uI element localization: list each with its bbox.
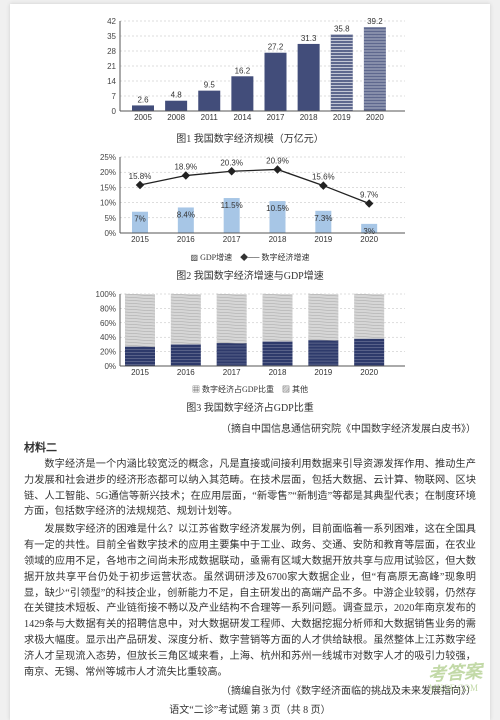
svg-text:2011: 2011 <box>201 113 219 122</box>
svg-text:42: 42 <box>107 17 116 26</box>
svg-text:31.3: 31.3 <box>301 34 317 43</box>
svg-text:20.9%: 20.9% <box>266 156 289 165</box>
svg-text:20%: 20% <box>100 168 116 177</box>
chart3-legend-a: ▦ 数字经济占GDP比重 <box>192 385 274 394</box>
svg-text:14: 14 <box>107 77 116 86</box>
svg-text:2016: 2016 <box>177 235 195 244</box>
svg-text:35: 35 <box>107 32 116 41</box>
svg-text:7.3%: 7.3% <box>314 214 332 223</box>
chart1-caption: 图1 我国数字经济规模（万亿元） <box>24 130 476 145</box>
svg-text:60%: 60% <box>100 319 116 328</box>
svg-text:9.5: 9.5 <box>204 81 216 90</box>
chart3-source: （摘自中国信息通信研究院《中国数字经济发展白皮书》） <box>24 420 476 435</box>
svg-text:2008: 2008 <box>167 113 185 122</box>
svg-text:11.5%: 11.5% <box>221 201 243 210</box>
chart2-legend-bar: ▨ GDP增速 <box>191 253 233 262</box>
svg-text:0%: 0% <box>104 362 116 371</box>
svg-text:7%: 7% <box>134 215 146 224</box>
svg-text:2018: 2018 <box>269 368 287 377</box>
svg-text:27.2: 27.2 <box>268 43 284 52</box>
chart2-line: 15.8% 18.9% 20.3% 20.9% 15.6% 9.7% <box>129 156 379 207</box>
chart3-bars: 2015 2016 2017 2018 2019 2020 <box>125 294 384 377</box>
chart2-combo: 0% 5% 10% 15% 20% 25% 7% 2015 8.4% 2016 11.5% 2017… <box>24 151 476 263</box>
chart3-caption: 图3 我国数字经济占GDP比重 <box>24 399 476 414</box>
svg-text:2018: 2018 <box>300 113 318 122</box>
svg-text:2015: 2015 <box>131 235 149 244</box>
svg-text:2016: 2016 <box>177 368 195 377</box>
svg-text:2020: 2020 <box>366 113 384 122</box>
svg-text:2005: 2005 <box>134 113 152 122</box>
svg-text:2014: 2014 <box>233 113 251 122</box>
svg-text:7: 7 <box>112 92 117 101</box>
material2-p2: 发展数字经济的困难是什么？以江苏省数字经济发展为例，目前面临着一系列困难，这在全… <box>24 522 476 680</box>
svg-text:20%: 20% <box>100 348 116 357</box>
chart3-stacked: 0%20%40%60%80%100% 201520162017201820192… <box>24 288 476 395</box>
svg-text:0: 0 <box>112 107 117 116</box>
svg-text:21: 21 <box>107 62 116 71</box>
chart2-bars: 7% 2015 8.4% 2016 11.5% 2017 10.5% 2018 7.3% 2019… <box>131 198 379 244</box>
chart2-legend-line: ◆── 数字经济增速 <box>240 253 309 262</box>
svg-text:10.5%: 10.5% <box>266 204 289 213</box>
svg-text:8.4%: 8.4% <box>177 210 195 219</box>
svg-text:2017: 2017 <box>267 113 285 122</box>
svg-text:100%: 100% <box>96 290 116 299</box>
chart1-bars: 2.6 2005 4.8 2008 9.5 2011 16.2 2014 27.2 2017 31.… <box>132 17 386 122</box>
svg-text:2018: 2018 <box>269 235 287 244</box>
chart1-grid: 0 7 14 21 28 35 42 <box>107 17 405 116</box>
material2-source: （摘编自张为付《数字经济面临的挑战及未来发展指向》） <box>24 682 476 697</box>
svg-text:35.8: 35.8 <box>334 24 350 33</box>
svg-text:2017: 2017 <box>223 235 241 244</box>
svg-text:2015: 2015 <box>131 368 149 377</box>
svg-text:2.6: 2.6 <box>137 95 149 104</box>
svg-text:4.8: 4.8 <box>171 91 183 100</box>
svg-text:25%: 25% <box>100 153 116 162</box>
svg-text:5%: 5% <box>104 214 116 223</box>
svg-text:9.7%: 9.7% <box>360 191 378 200</box>
svg-text:39.2: 39.2 <box>367 17 383 26</box>
material2-heading: 材料二 <box>24 439 476 455</box>
svg-text:15.6%: 15.6% <box>312 173 335 182</box>
svg-text:2019: 2019 <box>314 368 332 377</box>
svg-text:16.2: 16.2 <box>235 66 251 75</box>
chart2-caption: 图2 我国数字经济增速与GDP增速 <box>24 267 476 282</box>
chart3-legend-b: ▨ 其他 <box>282 385 308 394</box>
svg-text:18.9%: 18.9% <box>174 163 197 172</box>
svg-text:10%: 10% <box>100 199 116 208</box>
svg-text:80%: 80% <box>100 304 116 313</box>
svg-text:15.8%: 15.8% <box>129 172 152 181</box>
page-footer: 语文“二诊”考试题 第 3 页（共 8 页） <box>24 701 476 716</box>
svg-text:28: 28 <box>107 47 116 56</box>
svg-text:0%: 0% <box>104 229 116 238</box>
svg-text:2020: 2020 <box>360 235 378 244</box>
svg-text:40%: 40% <box>100 333 116 342</box>
watermark-sub: MXQE.COM <box>429 683 478 693</box>
svg-text:15%: 15% <box>100 183 116 192</box>
svg-text:2019: 2019 <box>314 235 332 244</box>
svg-text:2020: 2020 <box>360 368 378 377</box>
svg-text:2017: 2017 <box>223 368 241 377</box>
material2-p1: 数字经济是一个内涵比较宽泛的概念，凡是直接或间接利用数据来引导资源发挥作用、推动… <box>24 457 476 520</box>
svg-text:20.3%: 20.3% <box>220 158 243 167</box>
svg-text:2019: 2019 <box>333 113 351 122</box>
chart1-bar: 0 7 14 21 28 35 42 2.6 2005 4.8 2008 9.5 2011 16.2 20… <box>24 16 476 126</box>
